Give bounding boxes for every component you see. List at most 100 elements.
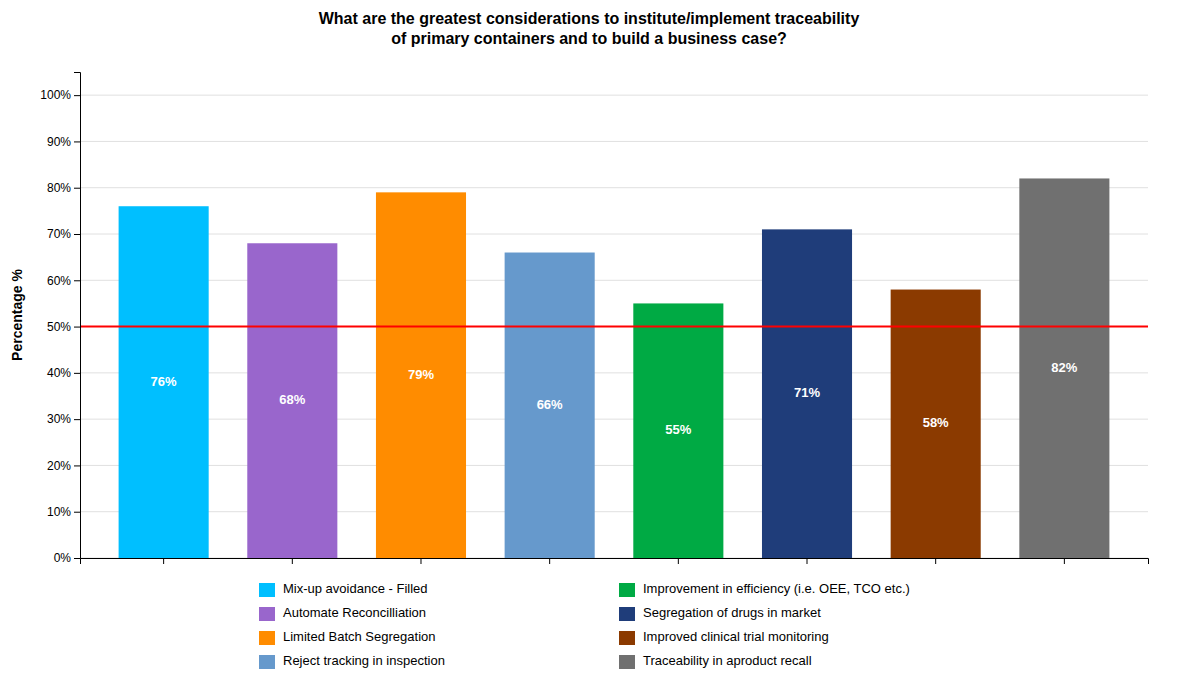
legend-item: Improved clinical trial monitoring bbox=[619, 629, 829, 645]
axis-line bbox=[74, 73, 81, 559]
data-label: 55% bbox=[665, 422, 691, 437]
legend-swatch bbox=[619, 607, 635, 621]
marks bbox=[80, 178, 1148, 558]
bar bbox=[891, 290, 981, 558]
legend-item: Limited Batch Segregation bbox=[259, 629, 435, 645]
tick-label: 100% bbox=[40, 88, 71, 102]
grid-line bbox=[80, 326, 1148, 327]
legend-label: Improvement in efficiency (i.e. OEE, TCO… bbox=[643, 581, 910, 596]
grid-line bbox=[80, 234, 1148, 235]
tick-mark bbox=[74, 188, 80, 189]
bar bbox=[247, 243, 337, 558]
legend-label: Mix-up avoidance - Filled bbox=[283, 581, 428, 596]
tick-mark bbox=[74, 512, 80, 513]
legend-swatch bbox=[259, 655, 275, 669]
x-tick bbox=[678, 558, 679, 564]
grid-line bbox=[80, 187, 1148, 188]
y-tick: 80% bbox=[47, 181, 80, 195]
tick-mark bbox=[678, 558, 679, 564]
tick-label: 70% bbox=[47, 227, 71, 241]
tick-mark bbox=[1064, 558, 1065, 564]
chart: What are the greatest considerations to … bbox=[0, 0, 1178, 698]
legend-swatch bbox=[619, 631, 635, 645]
x-tick bbox=[420, 558, 421, 564]
x-tick bbox=[807, 558, 808, 564]
tick-mark bbox=[74, 419, 80, 420]
y-tick: 70% bbox=[47, 227, 80, 241]
tick-mark bbox=[74, 373, 80, 374]
legend-label: Limited Batch Segregation bbox=[283, 629, 435, 644]
y-axis-label: Percentage % bbox=[9, 269, 25, 361]
tick-mark bbox=[292, 558, 293, 564]
data-labels: 76% 68% 79% 66% 55% 71% 58% 82% bbox=[151, 360, 1078, 437]
y-tick: 90% bbox=[47, 135, 80, 149]
grid-line bbox=[80, 372, 1148, 373]
tick-mark bbox=[74, 234, 80, 235]
data-label: 79% bbox=[408, 367, 434, 382]
legend-item: Improvement in efficiency (i.e. OEE, TCO… bbox=[619, 581, 910, 597]
data-label: 58% bbox=[923, 415, 949, 430]
tick-mark bbox=[74, 95, 80, 96]
tick-label: 90% bbox=[47, 135, 71, 149]
data-label: 82% bbox=[1051, 360, 1077, 375]
x-tick bbox=[1064, 558, 1065, 564]
tick-label: 30% bbox=[47, 412, 71, 426]
y-axis: 0% 10% 20% 30% 40% 50% 60% 70% 80% 90% 100% bbox=[40, 73, 80, 566]
tick-label: 60% bbox=[47, 274, 71, 288]
legend-item: Segregation of drugs in market bbox=[619, 605, 821, 621]
data-label: 68% bbox=[279, 392, 305, 407]
grid-line bbox=[80, 419, 1148, 420]
data-label: 66% bbox=[537, 397, 563, 412]
legend-item: Traceability in aproduct recall bbox=[619, 653, 812, 669]
bar bbox=[376, 192, 466, 558]
legend-label: Reject tracking in inspection bbox=[283, 653, 445, 668]
legend-label: Segregation of drugs in market bbox=[643, 605, 821, 620]
grid-line bbox=[80, 465, 1148, 466]
y-tick: 100% bbox=[40, 88, 80, 102]
x-tick bbox=[549, 558, 550, 564]
tick-label: 50% bbox=[47, 320, 71, 334]
y-tick: 40% bbox=[47, 366, 80, 380]
y-tick: 50% bbox=[47, 320, 80, 334]
legend-label: Improved clinical trial monitoring bbox=[643, 629, 829, 644]
legend-label: Automate Reconcilliation bbox=[283, 605, 426, 620]
tick-mark bbox=[807, 558, 808, 564]
grid-line bbox=[80, 95, 1148, 96]
tick-mark bbox=[74, 280, 80, 281]
x-tick bbox=[935, 558, 936, 564]
grid-line bbox=[80, 511, 1148, 512]
bar bbox=[633, 303, 723, 558]
tick-label: 10% bbox=[47, 505, 71, 519]
tick-mark bbox=[549, 558, 550, 564]
grid-line bbox=[80, 280, 1148, 281]
legend-item: Mix-up avoidance - Filled bbox=[259, 581, 428, 597]
legend-item: Automate Reconcilliation bbox=[259, 605, 426, 621]
tick-label: 80% bbox=[47, 181, 71, 195]
data-label: 71% bbox=[794, 385, 820, 400]
grid bbox=[80, 95, 1148, 558]
tick-mark bbox=[163, 558, 164, 564]
y-tick: 60% bbox=[47, 274, 80, 288]
grid-line bbox=[80, 141, 1148, 142]
axis-line bbox=[81, 559, 1149, 565]
tick-mark bbox=[74, 141, 80, 142]
data-label: 76% bbox=[151, 374, 177, 389]
legend-swatch bbox=[259, 607, 275, 621]
legend-label: Traceability in aproduct recall bbox=[643, 653, 812, 668]
plot: 76% 68% 79% 66% 55% 71% 58% 82% 0% 10% 20% 30% 40% 50… bbox=[40, 73, 1148, 566]
bar bbox=[1019, 178, 1109, 558]
tick-mark bbox=[74, 327, 80, 328]
tick-mark bbox=[74, 465, 80, 466]
tick-label: 0% bbox=[54, 551, 72, 565]
x-axis bbox=[81, 558, 1149, 564]
tick-mark bbox=[74, 558, 80, 559]
y-tick: 0% bbox=[54, 551, 80, 565]
legend-item: Reject tracking in inspection bbox=[259, 653, 445, 669]
bar bbox=[505, 253, 595, 558]
x-tick bbox=[163, 558, 164, 564]
legend: Mix-up avoidance - Filled Automate Reconc… bbox=[259, 581, 910, 669]
legend-swatch bbox=[259, 631, 275, 645]
y-tick: 20% bbox=[47, 459, 80, 473]
tick-mark bbox=[935, 558, 936, 564]
tick-label: 20% bbox=[47, 459, 71, 473]
